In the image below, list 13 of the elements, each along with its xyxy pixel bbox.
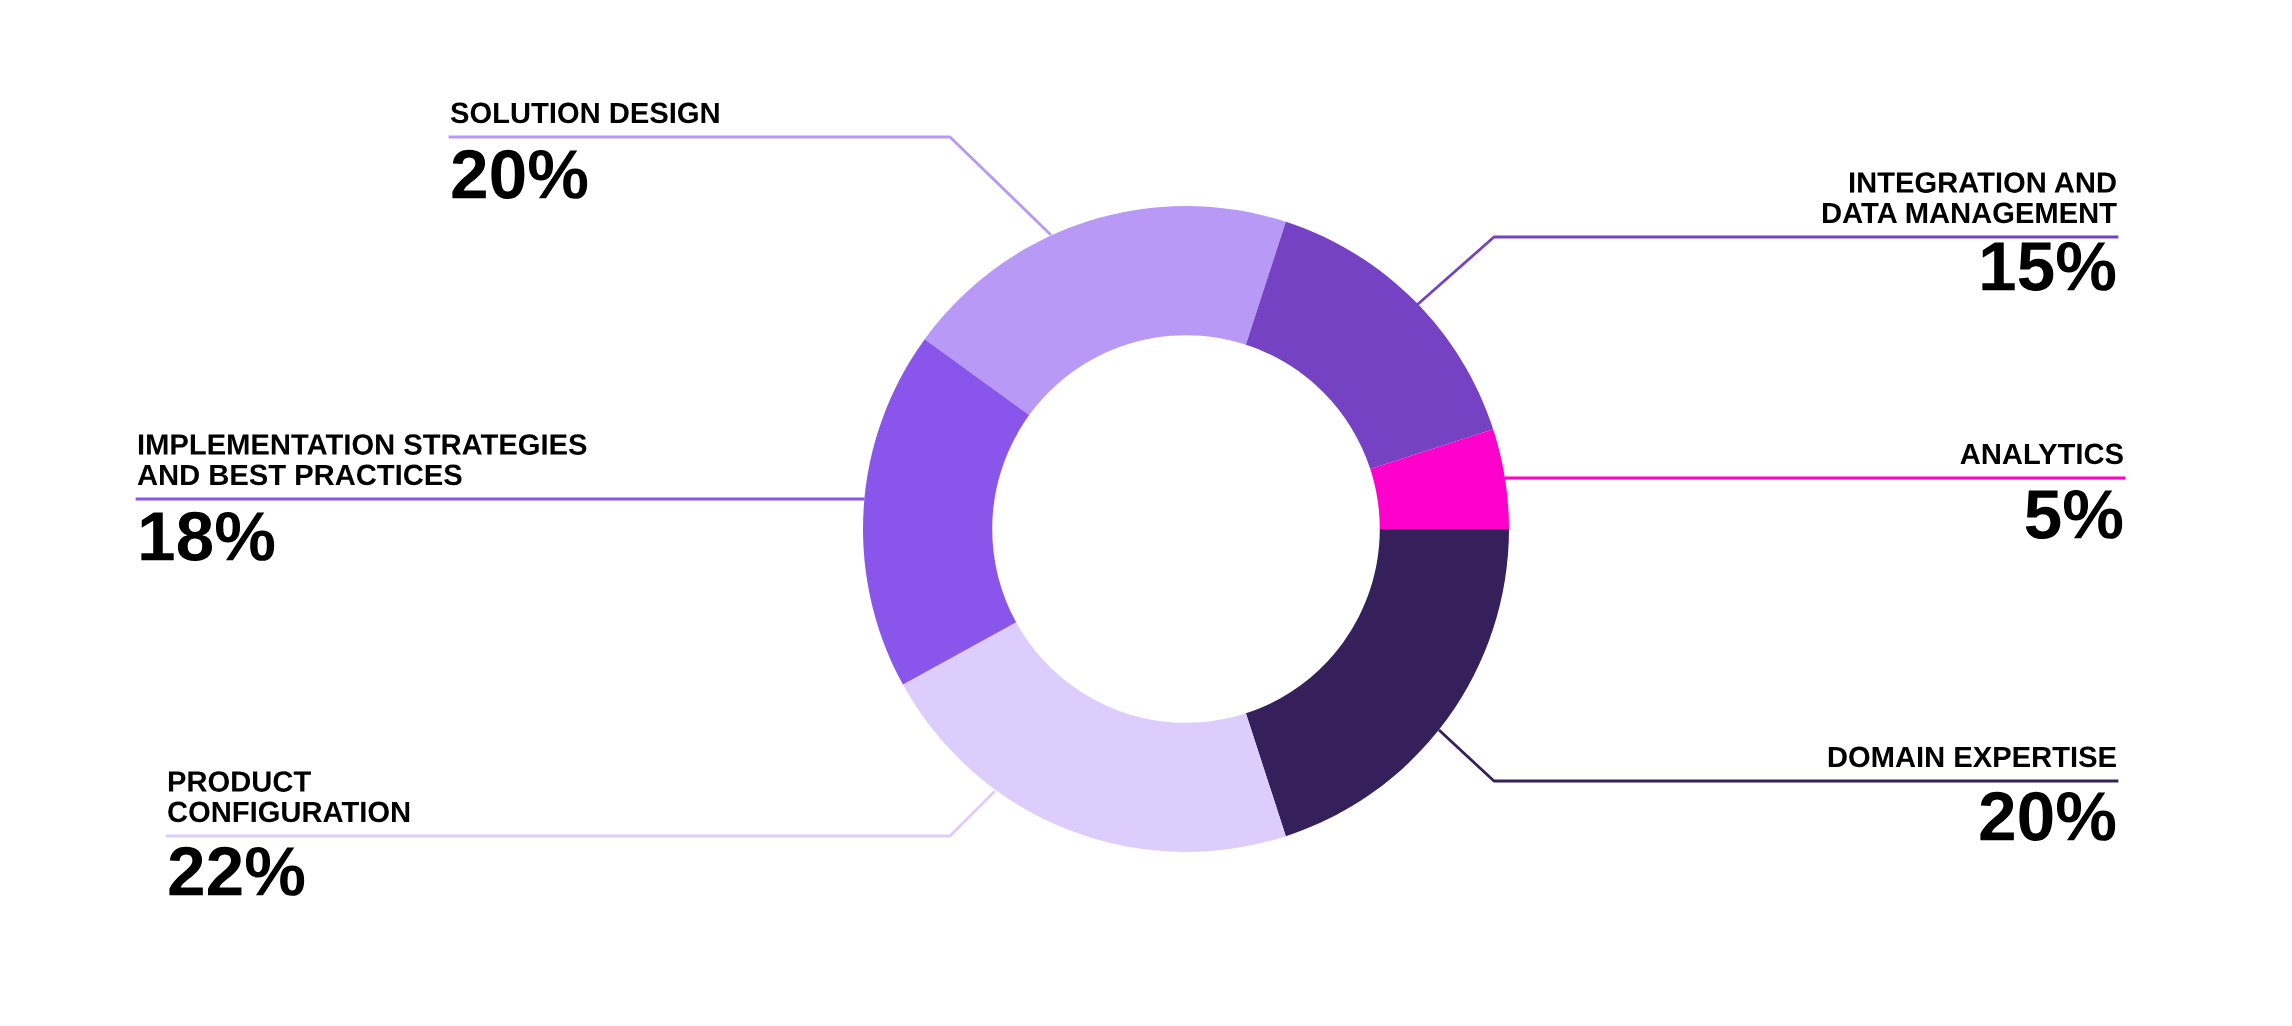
slice-label: PRODUCT CONFIGURATION [168,771,410,823]
slice-label: DOMAIN EXPERTISE [1828,746,2116,768]
data-label: 20% [452,149,588,200]
data-label: 18% [141,511,275,562]
donut-slice [902,622,1286,852]
data-label: 15% [1982,242,2116,292]
slice-label: IMPLEMENTATION STRATEGIES AND BEST PRACTICES [137,434,587,486]
slice-label: INTEGRATION AND DATA MANAGEMENT [1822,172,2117,224]
data-label: 20% [1980,791,2116,842]
slice-label: ANALYTICS [1960,443,2123,465]
data-label: 5% [2025,490,2123,540]
data-label: 22% [169,846,305,896]
slice-label: SOLUTION DESIGN [450,102,719,124]
